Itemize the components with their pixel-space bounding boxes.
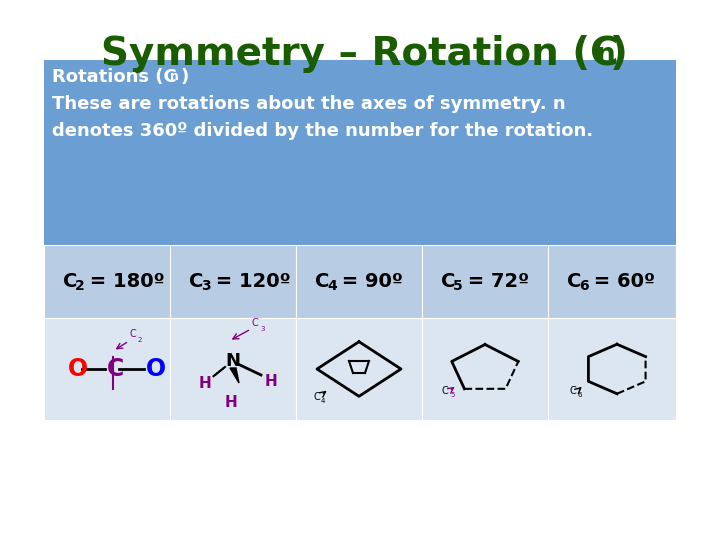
Bar <box>170 245 296 318</box>
Bar <box>44 60 676 245</box>
Text: 3: 3 <box>201 280 210 294</box>
Text: = 72º: = 72º <box>461 272 529 291</box>
Text: Rotations (C: Rotations (C <box>52 68 176 86</box>
Text: 3: 3 <box>260 326 264 332</box>
Text: 6: 6 <box>578 392 582 398</box>
Text: 2: 2 <box>138 337 143 343</box>
Text: C: C <box>63 272 77 291</box>
Text: C: C <box>313 392 320 402</box>
Text: C: C <box>442 386 449 396</box>
Bar <box>548 318 676 420</box>
Text: C: C <box>315 272 329 291</box>
Bar <box>296 318 422 420</box>
Text: ): ) <box>610 35 628 73</box>
Text: = 120º: = 120º <box>209 272 291 291</box>
Text: C: C <box>107 357 125 381</box>
Text: denotes 360º divided by the number for the rotation.: denotes 360º divided by the number for t… <box>52 122 593 140</box>
Text: 4: 4 <box>321 398 325 404</box>
Text: O: O <box>146 357 166 381</box>
Text: C: C <box>441 272 455 291</box>
Text: C: C <box>252 318 258 328</box>
Text: 2: 2 <box>75 280 85 294</box>
Text: C: C <box>189 272 203 291</box>
Text: = 180º: = 180º <box>83 272 165 291</box>
Text: Symmetry – Rotation (C: Symmetry – Rotation (C <box>102 35 618 73</box>
Text: N: N <box>225 352 240 370</box>
Bar <box>44 318 170 420</box>
Bar <box>44 245 170 318</box>
Text: H: H <box>199 375 212 390</box>
Text: = 60º: = 60º <box>588 272 655 291</box>
Text: H: H <box>225 395 238 410</box>
Text: C: C <box>567 272 582 291</box>
Bar <box>296 245 422 318</box>
Text: C: C <box>570 386 577 396</box>
Text: O: O <box>68 357 88 381</box>
Text: n: n <box>596 41 616 69</box>
Text: n: n <box>170 70 179 83</box>
Bar <box>422 318 548 420</box>
Text: C: C <box>130 329 137 339</box>
Text: H: H <box>265 374 278 388</box>
Bar <box>170 318 296 420</box>
Text: 4: 4 <box>327 280 337 294</box>
Text: ): ) <box>180 68 188 86</box>
Text: = 90º: = 90º <box>335 272 402 291</box>
Text: These are rotations about the axes of symmetry. n: These are rotations about the axes of sy… <box>52 95 566 113</box>
Text: 5: 5 <box>453 280 463 294</box>
Text: 6: 6 <box>579 280 589 294</box>
Bar <box>548 245 676 318</box>
Text: 5: 5 <box>450 392 454 398</box>
Bar <box>422 245 548 318</box>
Polygon shape <box>230 368 239 383</box>
